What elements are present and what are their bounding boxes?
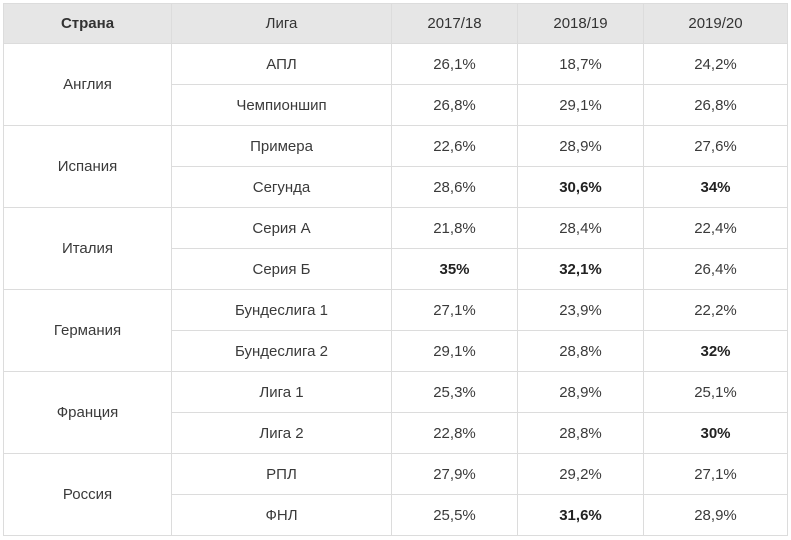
country-cell: Англия xyxy=(3,43,172,126)
value-cell: 26,4% xyxy=(643,248,788,290)
value-cell: 28,9% xyxy=(517,125,644,167)
value-cell: 21,8% xyxy=(391,207,518,249)
header-country: Страна xyxy=(3,3,172,44)
stats-table: Страна Лига 2017/18 2018/19 2019/20 Англ… xyxy=(3,3,788,536)
header-season-1: 2017/18 xyxy=(391,3,518,44)
header-season-2: 2018/19 xyxy=(517,3,644,44)
league-cell: Бундеслига 1 xyxy=(171,289,392,331)
value-cell: 29,2% xyxy=(517,453,644,495)
header-row: Страна Лига 2017/18 2018/19 2019/20 xyxy=(3,3,788,44)
value-cell: 27,1% xyxy=(391,289,518,331)
table-row: Германия Бундеслига 1 27,1% 23,9% 22,2% xyxy=(3,289,788,372)
value-cell: 26,8% xyxy=(643,84,788,126)
value-cell: 23,9% xyxy=(517,289,644,331)
league-cell: Чемпионшип xyxy=(171,84,392,126)
value-cell: 25,3% xyxy=(391,371,518,413)
value-cell: 28,8% xyxy=(517,330,644,372)
league-cell: ФНЛ xyxy=(171,494,392,536)
league-cell: Примера xyxy=(171,125,392,167)
value-cell: 27,9% xyxy=(391,453,518,495)
value-cell: 29,1% xyxy=(517,84,644,126)
table-row: Россия РПЛ 27,9% 29,2% 27,1% xyxy=(3,453,788,536)
league-cell: РПЛ xyxy=(171,453,392,495)
value-cell: 22,2% xyxy=(643,289,788,331)
value-cell: 24,2% xyxy=(643,43,788,85)
league-cell: Сегунда xyxy=(171,166,392,208)
value-cell: 28,9% xyxy=(517,371,644,413)
value-cell: 28,9% xyxy=(643,494,788,536)
country-cell: Италия xyxy=(3,207,172,290)
value-cell: 28,8% xyxy=(517,412,644,454)
value-cell: 32,1% xyxy=(517,248,644,290)
value-cell: 30% xyxy=(643,412,788,454)
value-cell: 32% xyxy=(643,330,788,372)
value-cell: 22,4% xyxy=(643,207,788,249)
value-cell: 34% xyxy=(643,166,788,208)
league-cell: Серия А xyxy=(171,207,392,249)
value-cell: 25,1% xyxy=(643,371,788,413)
table-row: Италия Серия А 21,8% 28,4% 22,4% xyxy=(3,207,788,290)
value-cell: 28,4% xyxy=(517,207,644,249)
country-cell: Испания xyxy=(3,125,172,208)
value-cell: 25,5% xyxy=(391,494,518,536)
country-cell: Германия xyxy=(3,289,172,372)
table-row: Бундеслига 2 29,1% 28,8% 32% xyxy=(4,330,788,372)
table-header: Страна Лига 2017/18 2018/19 2019/20 xyxy=(3,3,788,44)
value-cell: 18,7% xyxy=(517,43,644,85)
table-body: Англия АПЛ 26,1% 18,7% 24,2% Чемпионшип 26,8% 2… xyxy=(3,43,788,536)
table-row: Франция Лига 1 25,3% 28,9% 25,1% xyxy=(3,371,788,454)
table-row: Испания Примера 22,6% 28,9% 27,6% xyxy=(3,125,788,208)
league-cell: АПЛ xyxy=(171,43,392,85)
value-cell: 30,6% xyxy=(517,166,644,208)
value-cell: 27,1% xyxy=(643,453,788,495)
league-cell: Лига 2 xyxy=(171,412,392,454)
value-cell: 31,6% xyxy=(517,494,644,536)
header-league: Лига xyxy=(171,3,392,44)
value-cell: 22,6% xyxy=(391,125,518,167)
table-row: Англия АПЛ 26,1% 18,7% 24,2% xyxy=(3,43,788,126)
header-season-3: 2019/20 xyxy=(643,3,788,44)
value-cell: 26,8% xyxy=(391,84,518,126)
table-row: Лига 2 22,8% 28,8% 30% xyxy=(4,412,788,454)
value-cell: 29,1% xyxy=(391,330,518,372)
country-cell: Франция xyxy=(3,371,172,454)
value-cell: 35% xyxy=(391,248,518,290)
value-cell: 28,6% xyxy=(391,166,518,208)
country-cell: Россия xyxy=(3,453,172,536)
value-cell: 26,1% xyxy=(391,43,518,85)
league-cell: Бундеслига 2 xyxy=(171,330,392,372)
value-cell: 22,8% xyxy=(391,412,518,454)
table-row: ФНЛ 25,5% 31,6% 28,9% xyxy=(4,494,788,536)
value-cell: 27,6% xyxy=(643,125,788,167)
table-row: Чемпионшип 26,8% 29,1% 26,8% xyxy=(4,84,788,126)
league-cell: Серия Б xyxy=(171,248,392,290)
table-row: Сегунда 28,6% 30,6% 34% xyxy=(4,166,788,208)
table-row: Серия Б 35% 32,1% 26,4% xyxy=(4,248,788,290)
league-cell: Лига 1 xyxy=(171,371,392,413)
